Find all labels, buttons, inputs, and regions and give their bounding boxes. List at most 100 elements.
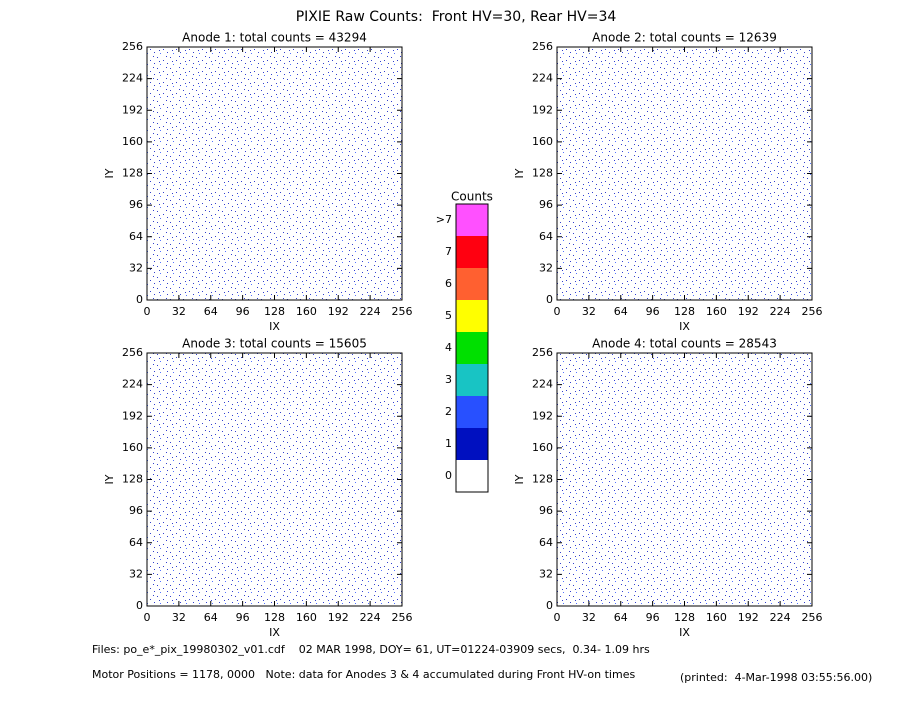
x-tick-label: 128: [264, 611, 285, 624]
y-tick-label: 192: [532, 103, 553, 116]
y-tick-label: 256: [532, 346, 553, 359]
plot-title: Anode 3: total counts = 15605: [182, 337, 367, 351]
x-tick-label: 160: [296, 305, 317, 318]
y-tick-label: 160: [532, 441, 553, 454]
x-tick-label: 64: [614, 305, 628, 318]
x-tick-label: 64: [204, 305, 218, 318]
x-tick-label: 0: [144, 305, 151, 318]
colorbar-label: 3: [445, 373, 452, 386]
page-title: PIXIE Raw Counts: Front HV=30, Rear HV=3…: [296, 9, 617, 25]
x-tick-label: 160: [296, 611, 317, 624]
x-tick-label: 256: [802, 611, 823, 624]
y-tick-label: 96: [539, 198, 553, 211]
colorbar-label: 5: [445, 309, 452, 322]
y-tick-label: 224: [122, 378, 143, 391]
x-tick-label: 0: [554, 611, 561, 624]
y-axis-label: IY: [513, 168, 526, 178]
y-tick-label: 192: [122, 103, 143, 116]
x-tick-label: 192: [328, 305, 349, 318]
heatmap-texture: [147, 47, 402, 300]
y-tick-label: 96: [129, 198, 143, 211]
x-tick-label: 0: [144, 611, 151, 624]
x-tick-label: 128: [674, 305, 695, 318]
y-tick-label: 32: [129, 261, 143, 274]
y-tick-label: 32: [539, 261, 553, 274]
colorbar-label: 6: [445, 277, 452, 290]
x-axis-label: IX: [269, 320, 280, 333]
colorbar-swatch: [456, 460, 488, 492]
heatmap-texture: [557, 47, 812, 300]
colorbar-swatch: [456, 300, 488, 332]
heatmap-texture: [147, 353, 402, 606]
colorbar-label: 1: [445, 437, 452, 450]
colorbar-label: >7: [436, 213, 452, 226]
x-tick-label: 224: [770, 305, 791, 318]
y-tick-label: 224: [122, 72, 143, 85]
x-tick-label: 192: [328, 611, 349, 624]
footer-motor: Motor Positions = 1178, 0000 Note: data …: [92, 668, 635, 681]
colorbar-swatch: [456, 204, 488, 236]
y-axis-label: IY: [513, 474, 526, 484]
x-tick-label: 224: [770, 611, 791, 624]
x-tick-label: 192: [738, 611, 759, 624]
x-tick-label: 96: [646, 305, 660, 318]
plot-title: Anode 2: total counts = 12639: [592, 31, 777, 45]
y-tick-label: 64: [539, 230, 553, 243]
y-tick-label: 64: [539, 536, 553, 549]
x-tick-label: 0: [554, 305, 561, 318]
y-tick-label: 256: [532, 40, 553, 53]
y-tick-label: 256: [122, 346, 143, 359]
colorbar-swatch: [456, 428, 488, 460]
y-tick-label: 96: [129, 504, 143, 517]
y-tick-label: 224: [532, 72, 553, 85]
colorbar-label: 0: [445, 469, 452, 482]
x-tick-label: 96: [236, 305, 250, 318]
x-tick-label: 160: [706, 305, 727, 318]
x-tick-label: 256: [392, 305, 413, 318]
y-tick-label: 0: [546, 599, 553, 612]
footer-files: Files: po_e*_pix_19980302_v01.cdf 02 MAR…: [92, 643, 650, 656]
colorbar-swatch: [456, 364, 488, 396]
y-axis-label: IY: [103, 168, 116, 178]
colorbar-swatch: [456, 332, 488, 364]
y-tick-label: 0: [136, 293, 143, 306]
colorbar-label: 7: [445, 245, 452, 258]
footer-printed: (printed: 4-Mar-1998 03:55:56.00): [680, 671, 872, 684]
colorbar-label: 2: [445, 405, 452, 418]
x-tick-label: 32: [172, 305, 186, 318]
y-tick-label: 32: [129, 567, 143, 580]
colorbar-swatch: [456, 396, 488, 428]
x-tick-label: 192: [738, 305, 759, 318]
plot-title: Anode 4: total counts = 28543: [592, 337, 777, 351]
x-tick-label: 128: [674, 611, 695, 624]
colorbar-swatch: [456, 268, 488, 300]
y-tick-label: 224: [532, 378, 553, 391]
y-tick-label: 160: [532, 135, 553, 148]
x-tick-label: 64: [204, 611, 218, 624]
x-tick-label: 32: [172, 611, 186, 624]
y-tick-label: 256: [122, 40, 143, 53]
y-tick-label: 0: [136, 599, 143, 612]
y-tick-label: 128: [122, 473, 143, 486]
x-axis-label: IX: [269, 626, 280, 639]
y-tick-label: 160: [122, 441, 143, 454]
x-tick-label: 256: [802, 305, 823, 318]
y-tick-label: 128: [532, 167, 553, 180]
y-tick-label: 192: [122, 409, 143, 422]
y-axis-label: IY: [103, 474, 116, 484]
y-tick-label: 64: [129, 230, 143, 243]
y-tick-label: 0: [546, 293, 553, 306]
y-tick-label: 160: [122, 135, 143, 148]
x-tick-label: 32: [582, 611, 596, 624]
heatmap-texture: [557, 353, 812, 606]
x-axis-label: IX: [679, 626, 690, 639]
y-tick-label: 128: [122, 167, 143, 180]
x-tick-label: 128: [264, 305, 285, 318]
x-tick-label: 64: [614, 611, 628, 624]
x-tick-label: 256: [392, 611, 413, 624]
y-tick-label: 192: [532, 409, 553, 422]
colorbar-title: Counts: [451, 190, 493, 204]
x-axis-label: IX: [679, 320, 690, 333]
x-tick-label: 224: [360, 611, 381, 624]
